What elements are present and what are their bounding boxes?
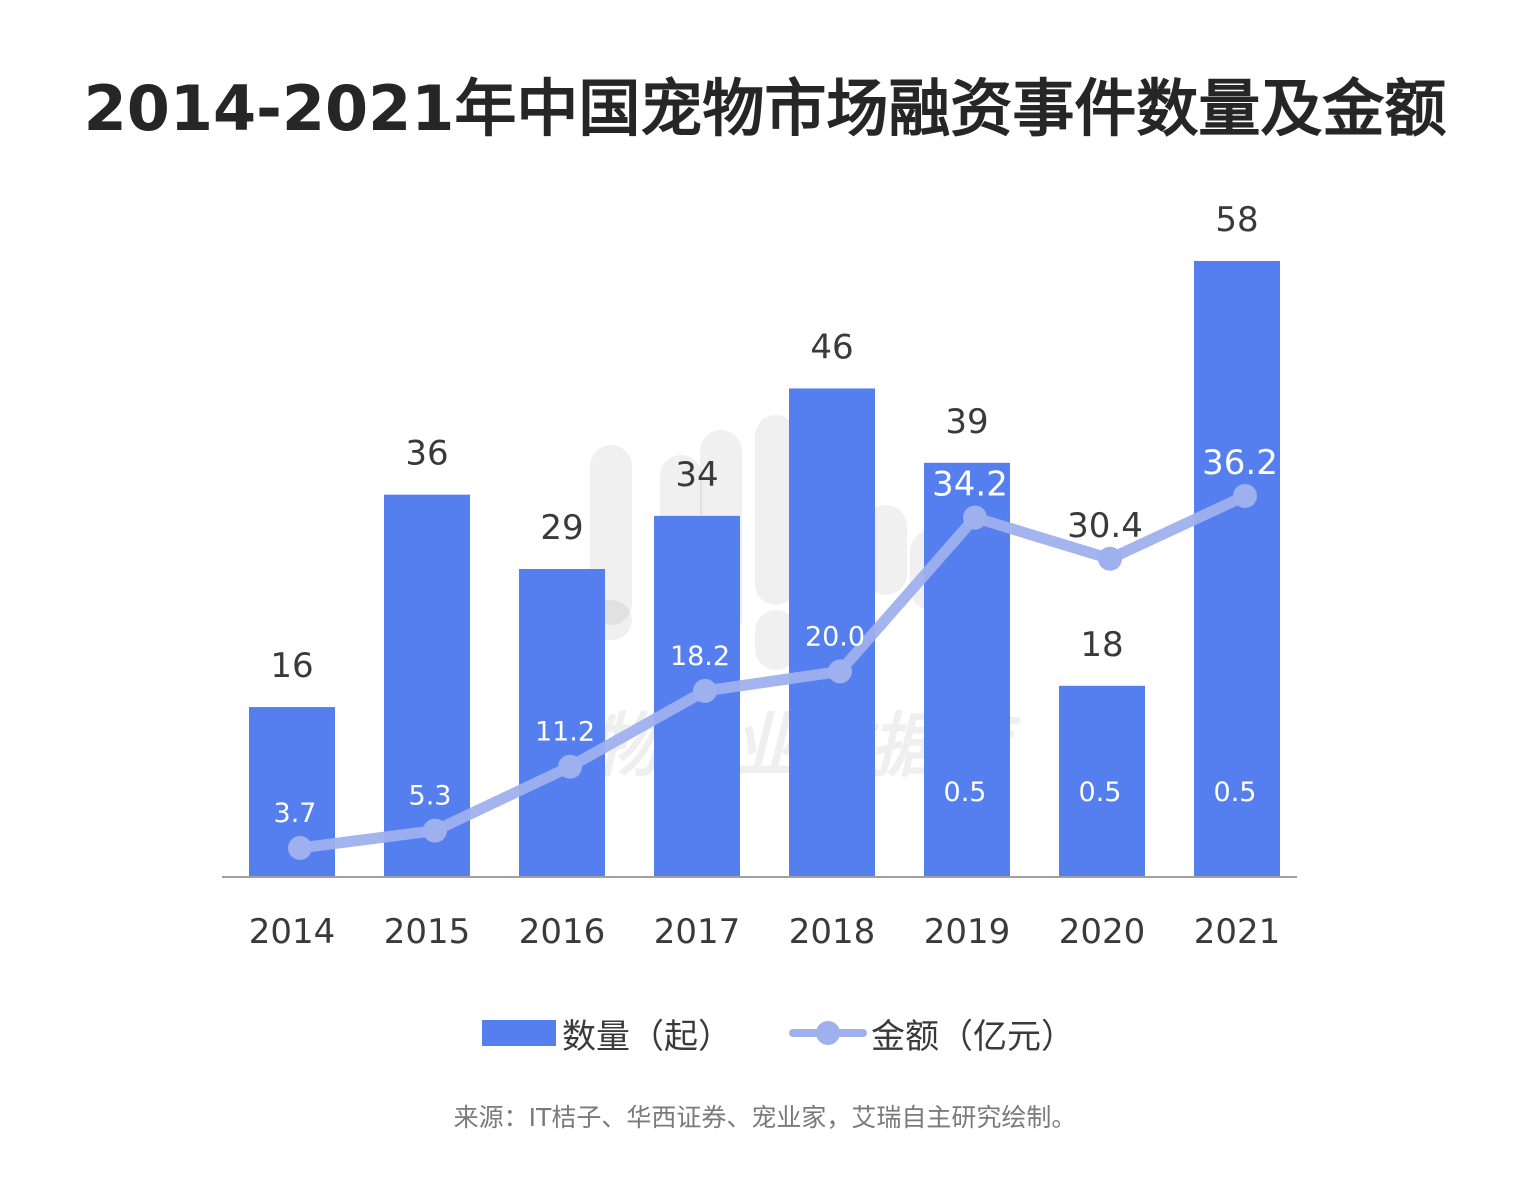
source-note: 来源：IT桔子、华西证券、宠业家，艾瑞自主研究绘制。 — [453, 1103, 1077, 1132]
line-point-2021 — [1233, 483, 1257, 508]
bar-label-2019: 39 — [945, 402, 988, 442]
line-label-2019: 34.2 — [932, 465, 1008, 505]
x-tick-2014: 2014 — [249, 912, 336, 952]
legend-count-label: 数量（起） — [562, 1016, 732, 1057]
watermark-shape — [755, 610, 797, 670]
line-label-2020: 30.4 — [1067, 506, 1143, 546]
bar-2016 — [519, 569, 605, 877]
x-tick-2018: 2018 — [789, 912, 876, 952]
x-tick-2021: 2021 — [1194, 912, 1281, 952]
legend-line-swatch-icon — [789, 1020, 867, 1046]
bar-label-2014: 16 — [270, 646, 313, 686]
legend: 数量（起） 金额（亿元） — [0, 1008, 1530, 1058]
line-series — [288, 483, 1257, 860]
line-point-2017 — [693, 678, 717, 703]
line-label-2017: 18.2 — [670, 641, 730, 672]
bar-label-2021: 58 — [1215, 200, 1258, 240]
watermark-shape — [755, 415, 797, 605]
x-tick-2016: 2016 — [519, 912, 606, 952]
line-point-2020 — [1098, 546, 1122, 571]
line-point-2015 — [423, 818, 447, 843]
legend-item-count: 数量（起） — [482, 1008, 732, 1058]
line-point-2016 — [558, 754, 582, 779]
bar-2015 — [384, 494, 470, 877]
x-tick-2020: 2020 — [1059, 912, 1146, 952]
amount-line — [294, 490, 1251, 854]
legend-amount-label: 金额（亿元） — [871, 1016, 1075, 1057]
bar-label-2015: 36 — [405, 434, 448, 474]
bar-inner-label-2019: 0.5 — [944, 777, 987, 808]
chart-title: 2014-2021年中国宠物市场融资事件数量及金额 — [83, 72, 1447, 145]
bar-inner-label-2020: 0.5 — [1079, 777, 1122, 808]
line-label-2018: 20.0 — [805, 621, 865, 652]
x-tick-labels: 2014 2015 2016 2017 2018 2019 2020 2021 — [249, 912, 1281, 952]
bar-label-2016: 29 — [540, 508, 583, 548]
bar-label-2018: 46 — [810, 327, 853, 367]
line-label-2016: 11.2 — [535, 717, 595, 748]
bar-2021 — [1194, 261, 1280, 877]
line-label-2014: 3.7 — [274, 798, 317, 829]
data-labels: 16 36 29 34 46 39 0.5 18 0.5 58 0.5 3.7 5.3 11.2 18.2 2… — [270, 200, 1277, 829]
bar-2020 — [1059, 685, 1145, 877]
line-label-2015: 5.3 — [409, 781, 452, 812]
bar-inner-label-2021: 0.5 — [1214, 777, 1257, 808]
x-tick-2015: 2015 — [384, 912, 471, 952]
bar-label-2020: 18 — [1080, 625, 1123, 665]
bar-2018 — [789, 388, 875, 877]
legend-item-amount: 金额（亿元） — [789, 1008, 1075, 1058]
watermark-shape — [865, 505, 907, 595]
legend-bar-swatch-icon — [482, 1020, 556, 1046]
line-point-2014 — [288, 835, 312, 860]
chart-svg: 宠物行业数据库 1636293446390.5180.5580.53.75.31… — [222, 200, 1297, 952]
bar-label-2017: 34 — [675, 455, 718, 495]
x-tick-2019: 2019 — [924, 912, 1011, 952]
line-point-2019 — [963, 505, 987, 530]
line-label-2021: 36.2 — [1202, 443, 1278, 483]
x-tick-2017: 2017 — [654, 912, 741, 952]
line-point-2018 — [828, 659, 852, 684]
